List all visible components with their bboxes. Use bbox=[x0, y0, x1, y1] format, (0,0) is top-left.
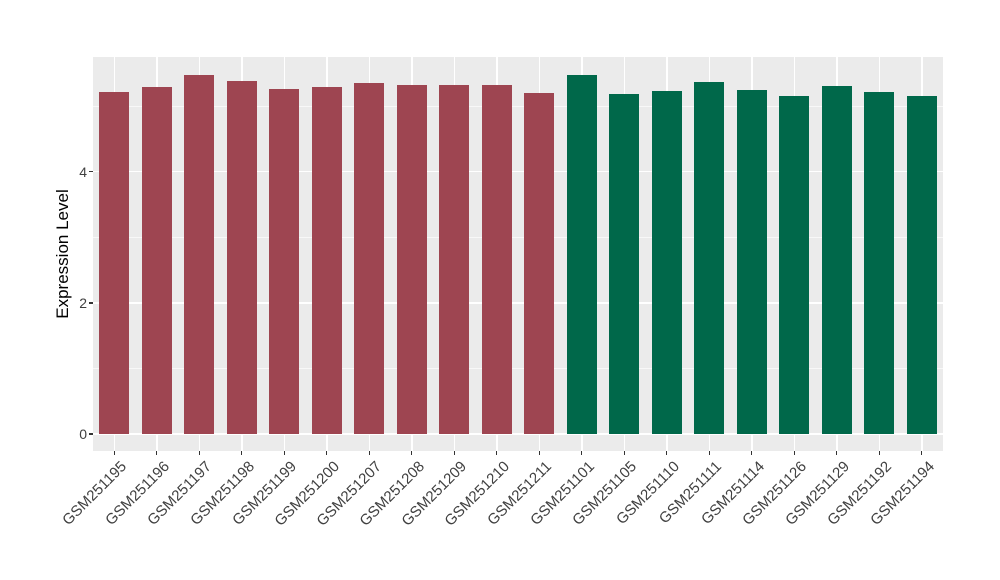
bar-GSM251129 bbox=[821, 85, 852, 434]
y-tick-label: 2 bbox=[79, 294, 87, 311]
x-tick-mark bbox=[326, 451, 328, 455]
minor-gridline bbox=[93, 105, 943, 107]
bar-GSM251198 bbox=[226, 80, 257, 434]
x-tick-mark bbox=[368, 451, 370, 455]
plot-panel bbox=[93, 57, 943, 451]
y-tick-label: 0 bbox=[79, 425, 87, 442]
major-gridline bbox=[93, 433, 943, 435]
bar-GSM251209 bbox=[439, 84, 470, 434]
x-tick-mark bbox=[453, 451, 455, 455]
bar-GSM251105 bbox=[609, 93, 640, 434]
bar-GSM251111 bbox=[694, 81, 725, 434]
bar-GSM251208 bbox=[396, 84, 427, 434]
bar-GSM251101 bbox=[566, 75, 597, 434]
bar-GSM251200 bbox=[311, 86, 342, 434]
bar-GSM251199 bbox=[269, 89, 300, 434]
y-tick-label: 4 bbox=[79, 163, 87, 180]
bar-GSM251210 bbox=[481, 84, 512, 434]
x-tick-mark bbox=[283, 451, 285, 455]
x-tick-mark bbox=[411, 451, 413, 455]
x-tick-mark bbox=[666, 451, 668, 455]
x-tick-mark bbox=[751, 451, 753, 455]
major-gridline bbox=[93, 170, 943, 173]
x-tick-mark bbox=[921, 451, 923, 455]
x-tick-mark bbox=[156, 451, 158, 455]
y-tick-mark bbox=[89, 302, 93, 304]
x-tick-mark bbox=[113, 451, 115, 455]
y-tick-mark bbox=[89, 171, 93, 173]
minor-gridline bbox=[93, 236, 943, 238]
y-tick-mark bbox=[89, 433, 93, 435]
bar-GSM251197 bbox=[184, 74, 215, 434]
major-gridline bbox=[93, 302, 943, 304]
x-tick-mark bbox=[878, 451, 880, 455]
x-tick-mark bbox=[581, 451, 583, 455]
bar-GSM251126 bbox=[779, 95, 810, 434]
bar-GSM251211 bbox=[524, 93, 555, 434]
x-tick-mark bbox=[538, 451, 540, 455]
bar-GSM251195 bbox=[99, 91, 130, 434]
x-tick-mark bbox=[241, 451, 243, 455]
bar-GSM251110 bbox=[651, 91, 682, 434]
bar-GSM251196 bbox=[141, 86, 172, 434]
x-tick-mark bbox=[836, 451, 838, 455]
bar-GSM251207 bbox=[354, 82, 385, 434]
bar-GSM251114 bbox=[736, 90, 767, 434]
bar-GSM251194 bbox=[906, 96, 937, 434]
minor-gridline bbox=[93, 367, 943, 369]
x-tick-mark bbox=[198, 451, 200, 455]
bar-GSM251192 bbox=[864, 91, 895, 434]
x-tick-mark bbox=[708, 451, 710, 455]
x-tick-mark bbox=[623, 451, 625, 455]
x-tick-mark bbox=[496, 451, 498, 455]
x-tick-mark bbox=[793, 451, 795, 455]
